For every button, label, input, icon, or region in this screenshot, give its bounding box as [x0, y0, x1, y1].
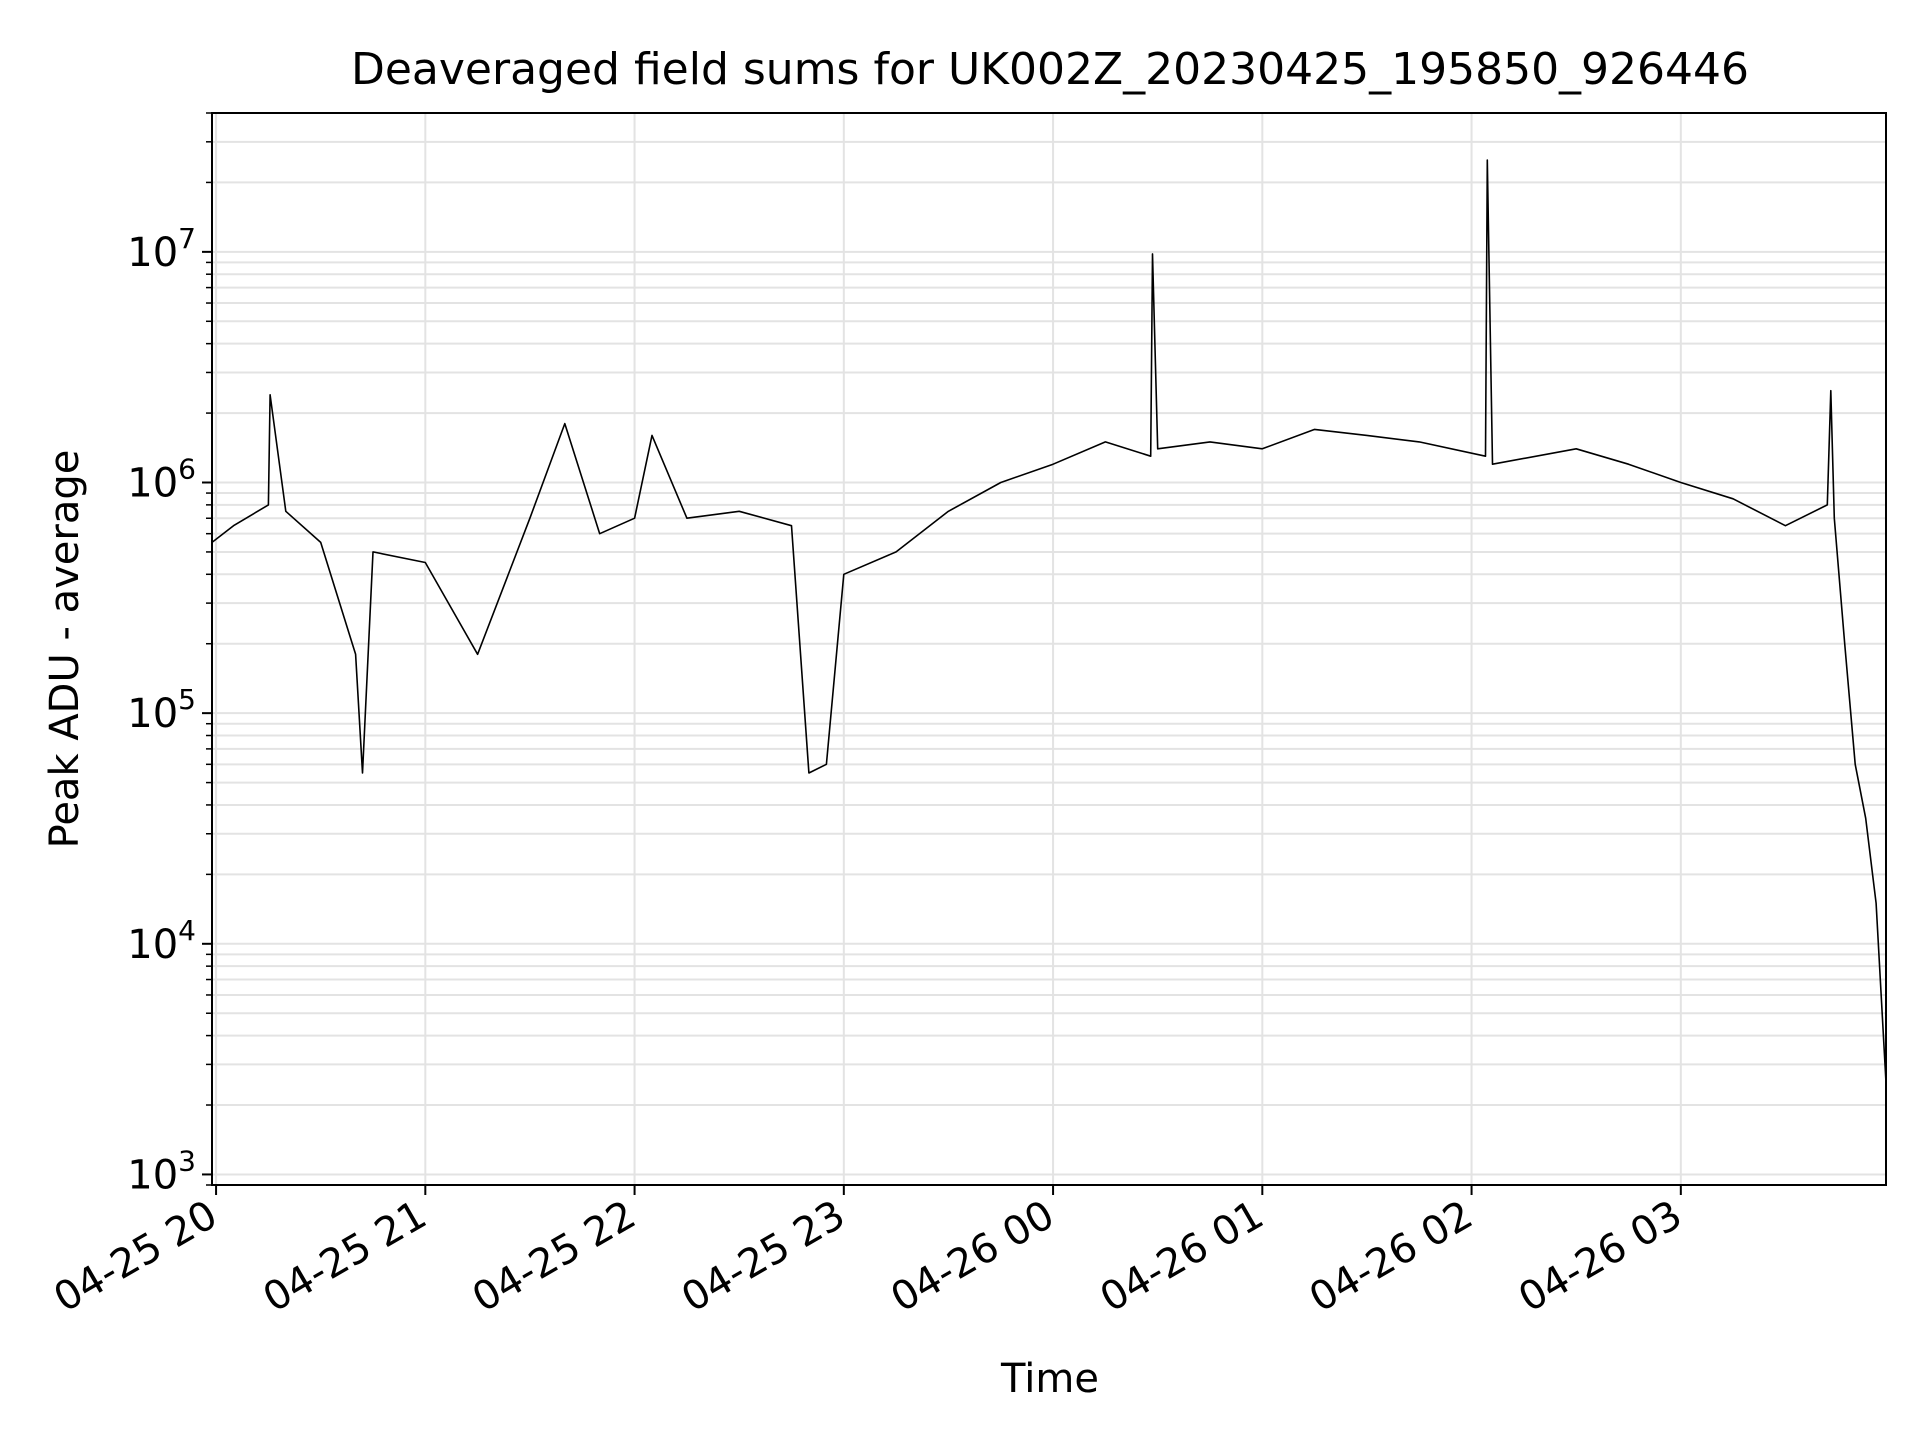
y-tick-exponent: 6	[178, 453, 196, 486]
y-tick-exponent: 4	[178, 914, 196, 947]
y-axis-label: Peak ADU - average	[42, 450, 88, 849]
plot-area	[212, 159, 1886, 1083]
chart-title: Deaveraged field sums for UK002Z_2023042…	[351, 44, 1749, 95]
y-tick-exponent: 5	[178, 683, 196, 716]
y-tick-label: 103	[127, 1144, 196, 1198]
y-tick-base: 10	[127, 1152, 178, 1198]
y-tick-exponent: 7	[178, 222, 196, 255]
plot-frame	[211, 112, 1887, 1186]
grid-lines	[212, 112, 1886, 1186]
y-tick-base: 10	[127, 461, 178, 507]
y-tick-exponent: 3	[178, 1144, 196, 1177]
y-tick-label: 106	[127, 453, 196, 507]
y-tick-label: 105	[127, 683, 196, 737]
y-tick-base: 10	[127, 691, 178, 737]
y-tick-label: 104	[127, 914, 196, 968]
series-layer	[212, 159, 1886, 1083]
x-axis-label: Time	[1000, 1356, 1099, 1402]
y-tick-base: 10	[127, 230, 178, 276]
y-tick-base: 10	[127, 922, 178, 968]
series-line	[212, 159, 1886, 1083]
y-tick-label: 107	[127, 222, 196, 276]
